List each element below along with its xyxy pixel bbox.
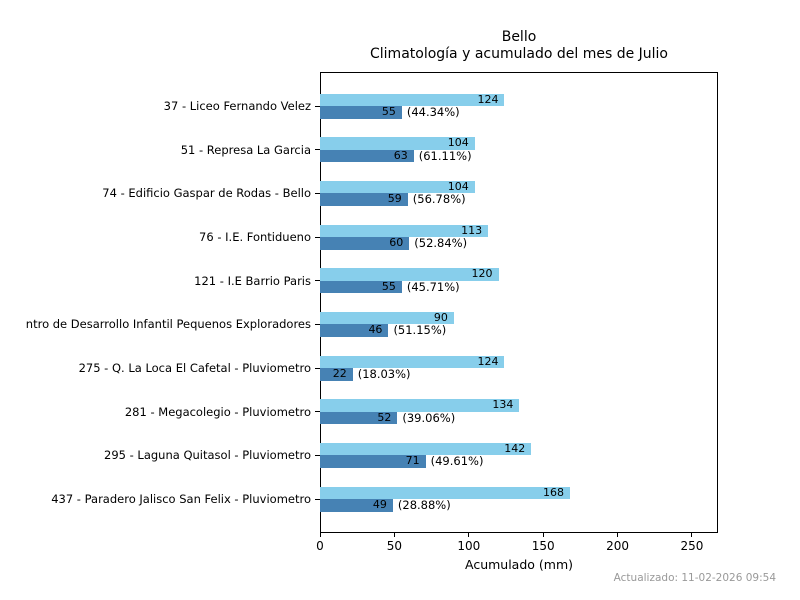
category-label: 74 - Edificio Gaspar de Rodas - Bello [102,186,311,201]
climatology-value: 168 [542,485,564,499]
y-tick-mark [315,367,320,369]
accumulated-value: 55 [381,105,396,118]
accumulated-bar [320,455,426,468]
accumulated-bar [320,368,353,381]
accumulated-bar [320,237,410,250]
accumulated-value: 55 [381,279,396,293]
climatology-value: 134 [492,398,514,412]
percent-label: (49.61%) [430,454,484,469]
accumulated-bar [320,411,398,425]
percent-label: (61.11%) [418,148,472,163]
x-tick-mark [542,533,544,537]
accumulated-value: 63 [393,148,408,162]
y-tick-mark [315,411,320,413]
chart-title-block: Bello Climatología y acumulado del mes d… [320,29,718,63]
accumulated-bar [320,324,389,337]
accumulated-bar [320,149,414,163]
accumulated-value: 52 [377,410,392,424]
x-tick-mark [468,533,470,537]
percent-label: (39.06%) [402,410,456,425]
y-tick-mark [315,323,320,325]
category-label: 437 - Paradero Jalisco San Felix - Pluvi… [51,492,311,506]
y-tick-mark [315,498,320,500]
chart-subtitle: Climatología y acumulado del mes de Juli… [370,46,668,62]
x-tick-mark [691,533,693,537]
x-tick-label: 150 [531,539,555,553]
climatology-bar [320,355,505,368]
category-label: 76 - I.E. Fontidueno [199,230,311,244]
percent-label: (44.34%) [406,105,460,119]
percent-label: (18.03%) [357,367,411,381]
climatology-bar [320,268,499,281]
y-tick-mark [315,105,320,107]
climatology-value: 142 [504,441,526,455]
accumulated-value: 71 [405,454,420,468]
y-tick-mark [315,280,320,282]
y-tick-mark [315,236,320,238]
category-label: 37 - Liceo Fernando Velez [163,99,311,113]
climatology-value: 120 [471,267,493,281]
climatology-value: 124 [477,92,499,106]
accumulated-bar [320,280,402,294]
x-tick-mark [617,533,619,537]
accumulated-value: 60 [389,236,404,249]
percent-label: (45.71%) [406,279,460,294]
plot-area [320,72,718,533]
x-tick-label: 250 [680,539,704,553]
accumulated-value: 49 [372,498,387,511]
percent-label: (56.78%) [412,192,466,207]
climatology-bar [320,442,532,456]
accumulated-bar [320,106,402,119]
category-label: ntro de Desarrollo Infantil Pequenos Exp… [25,317,311,332]
climatology-bar [320,137,475,150]
climatology-value: 113 [461,223,483,237]
x-tick-label: 0 [316,539,324,553]
y-tick-mark [315,454,320,456]
category-label: 51 - Represa La Garcia [180,142,311,157]
chart-title: Bello [501,29,537,45]
percent-label: (51.15%) [393,323,447,338]
climatology-value: 124 [477,354,499,368]
x-axis-label: Acumulado (mm) [464,557,574,572]
category-label: 295 - Laguna Quitasol - Pluviometro [104,448,311,463]
climatology-value: 104 [447,179,469,193]
x-tick-label: 50 [386,539,403,553]
accumulated-bar [320,499,393,512]
climatology-bar [320,486,570,499]
x-tick-mark [319,533,321,537]
y-tick-mark [315,192,320,194]
climatology-bar [320,224,489,237]
category-label: 275 - Q. La Loca El Cafetal - Pluviometr… [78,361,311,375]
percent-label: (28.88%) [397,498,451,512]
x-tick-label: 200 [606,539,630,553]
category-label: 281 - Megacolegio - Pluviometro [124,404,311,419]
accumulated-value: 59 [387,192,402,206]
climatology-bar [320,399,520,412]
accumulated-value: 22 [332,367,347,380]
x-tick-mark [393,533,395,537]
climatology-bar [320,311,454,325]
climatology-bar [320,93,505,106]
climatology-value: 90 [433,310,448,324]
category-label: 121 - I.E Barrio Paris [194,273,311,288]
climatology-bar [320,180,475,194]
x-tick-label: 100 [457,539,481,553]
climatology-value: 104 [447,136,469,150]
updated-timestamp: Actualizado: 11-02-2026 09:54 [613,572,776,584]
y-tick-mark [315,149,320,151]
percent-label: (52.84%) [414,236,468,250]
accumulated-bar [320,193,408,206]
accumulated-value: 46 [368,323,383,337]
